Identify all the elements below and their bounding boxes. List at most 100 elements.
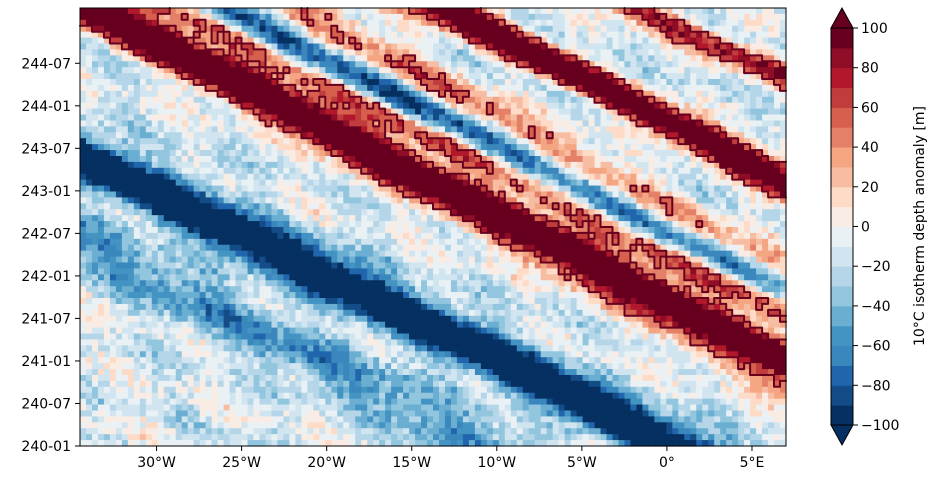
heatmap-cell: [163, 61, 171, 68]
heatmap-cell: [433, 126, 440, 133]
heatmap-cell: [325, 43, 332, 51]
heatmap-cell: [205, 90, 213, 98]
heatmap-cell: [444, 96, 452, 104]
heatmap-cell: [223, 114, 231, 122]
heatmap-cell: [415, 132, 422, 139]
heatmap-cell: [80, 43, 87, 51]
heatmap-cell: [241, 173, 249, 181]
heatmap-cell: [774, 61, 781, 68]
heatmap-cell: [85, 108, 93, 116]
heatmap-cell: [409, 90, 416, 98]
heatmap-cell: [127, 227, 135, 234]
heatmap-cell: [211, 61, 219, 68]
heatmap-cell: [498, 79, 506, 86]
heatmap-cell: [259, 209, 267, 216]
heatmap-cell: [199, 167, 207, 175]
heatmap-cell: [624, 102, 632, 110]
heatmap-cell: [546, 232, 554, 240]
heatmap-cell: [301, 49, 308, 56]
heatmap-cell: [331, 144, 338, 151]
heatmap-cell: [750, 250, 757, 258]
heatmap-cell: [115, 126, 123, 133]
heatmap-cell: [343, 13, 350, 21]
heatmap-cell: [121, 84, 129, 92]
heatmap-cell: [361, 161, 368, 169]
heatmap-cell: [283, 221, 290, 228]
heatmap-cell: [720, 102, 727, 110]
heatmap-cell: [307, 150, 314, 157]
heatmap-cell: [80, 161, 87, 169]
heatmap-cell: [433, 73, 440, 80]
heatmap-cell: [762, 227, 769, 234]
heatmap-cell: [720, 179, 727, 187]
heatmap-cell: [187, 120, 195, 127]
heatmap-cell: [97, 120, 105, 127]
heatmap-cell: [265, 25, 273, 33]
heatmap-cell: [145, 25, 153, 33]
heatmap-cell: [510, 126, 518, 133]
heatmap-cell: [732, 43, 739, 51]
heatmap-cell: [433, 108, 440, 116]
heatmap-cell: [486, 167, 494, 175]
heatmap-cell: [169, 185, 177, 193]
heatmap-cell: [540, 126, 548, 133]
heatmap-cell: [654, 90, 661, 98]
heatmap-cell: [438, 19, 446, 27]
heatmap-cell: [229, 167, 237, 175]
heatmap-cell: [696, 84, 703, 92]
heatmap-cell: [654, 150, 661, 157]
heatmap-cell: [265, 256, 273, 264]
heatmap-cell: [151, 173, 159, 181]
heatmap-cell: [361, 90, 368, 98]
heatmap-cell: [678, 161, 685, 169]
heatmap-cell: [163, 203, 171, 210]
heatmap-cell: [744, 84, 751, 92]
heatmap-cell: [576, 67, 584, 74]
heatmap-cell: [522, 79, 530, 86]
heatmap-cell: [205, 132, 213, 139]
heatmap-cell: [480, 25, 488, 33]
heatmap-cell: [534, 167, 542, 175]
heatmap-cell: [121, 179, 129, 187]
heatmap-cell: [247, 61, 255, 68]
heatmap-cell: [462, 209, 470, 216]
heatmap-cell: [660, 238, 667, 246]
heatmap-cell: [253, 250, 261, 258]
heatmap-cell: [91, 61, 99, 68]
heatmap-cell: [690, 173, 697, 181]
heatmap-cell: [744, 126, 751, 133]
heatmap-cell: [708, 209, 715, 216]
heatmap-cell: [588, 108, 596, 116]
heatmap-cell: [738, 173, 745, 181]
heatmap-cell: [277, 179, 285, 187]
heatmap-cell: [630, 227, 638, 234]
heatmap-cell: [648, 73, 655, 80]
heatmap-cell: [576, 102, 584, 110]
heatmap-cell: [223, 37, 231, 45]
heatmap-cell: [289, 114, 296, 122]
heatmap-cell: [415, 161, 422, 169]
heatmap-cell: [319, 191, 326, 199]
heatmap-cell: [744, 238, 751, 246]
heatmap-cell: [552, 79, 560, 86]
heatmap-cell: [373, 167, 380, 175]
heatmap-cell: [211, 37, 219, 45]
heatmap-cell: [624, 25, 632, 33]
heatmap-cell: [409, 238, 416, 246]
heatmap-cell: [157, 31, 165, 39]
heatmap-cell: [774, 138, 781, 145]
heatmap-cell: [528, 173, 536, 181]
heatmap-cell: [576, 79, 584, 86]
heatmap-cell: [720, 191, 727, 199]
heatmap-cell: [403, 185, 410, 193]
heatmap-cell: [618, 144, 626, 151]
heatmap-cell: [277, 73, 285, 80]
heatmap-cell: [265, 90, 273, 98]
heatmap-cell: [624, 221, 632, 228]
heatmap-cell: [127, 209, 135, 216]
heatmap-cell: [97, 244, 105, 252]
heatmap-cell: [175, 43, 183, 51]
heatmap-cell: [97, 203, 105, 210]
heatmap-cell: [331, 197, 338, 204]
heatmap-cell: [492, 232, 500, 240]
